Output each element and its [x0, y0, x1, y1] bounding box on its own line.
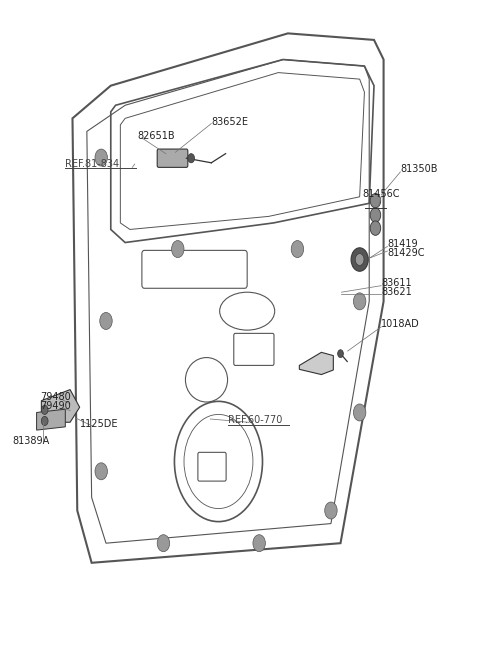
Polygon shape — [41, 390, 80, 422]
Circle shape — [41, 417, 48, 426]
Circle shape — [95, 463, 108, 480]
Circle shape — [370, 221, 381, 235]
Circle shape — [95, 149, 108, 166]
Text: 81350B: 81350B — [400, 164, 438, 174]
Circle shape — [353, 293, 366, 310]
Circle shape — [351, 248, 368, 271]
Circle shape — [291, 240, 304, 257]
Text: 83652E: 83652E — [211, 117, 248, 126]
Circle shape — [100, 312, 112, 329]
Text: 81429C: 81429C — [387, 248, 425, 258]
Circle shape — [171, 240, 184, 257]
Circle shape — [370, 208, 381, 222]
Text: 1018AD: 1018AD — [381, 319, 420, 329]
Circle shape — [337, 350, 343, 358]
Circle shape — [355, 253, 364, 265]
Text: 81389A: 81389A — [12, 436, 50, 446]
Text: 83621: 83621 — [381, 287, 412, 297]
Text: 81419: 81419 — [387, 239, 418, 249]
Text: REF.81-834: REF.81-834 — [65, 159, 120, 169]
Circle shape — [253, 534, 265, 552]
Text: 83611: 83611 — [381, 278, 412, 288]
Polygon shape — [36, 409, 65, 430]
Text: 79480: 79480 — [40, 392, 71, 402]
Circle shape — [353, 404, 366, 421]
Polygon shape — [300, 352, 333, 375]
Circle shape — [370, 193, 381, 208]
Circle shape — [41, 405, 48, 415]
Text: REF.60-770: REF.60-770 — [228, 415, 282, 425]
Circle shape — [188, 154, 194, 163]
Text: 1125DE: 1125DE — [80, 419, 118, 429]
FancyBboxPatch shape — [157, 149, 188, 168]
Text: 81456C: 81456C — [362, 189, 399, 199]
Text: 82651B: 82651B — [137, 131, 175, 141]
Circle shape — [157, 534, 169, 552]
Circle shape — [324, 502, 337, 519]
Text: 79490: 79490 — [40, 401, 71, 411]
